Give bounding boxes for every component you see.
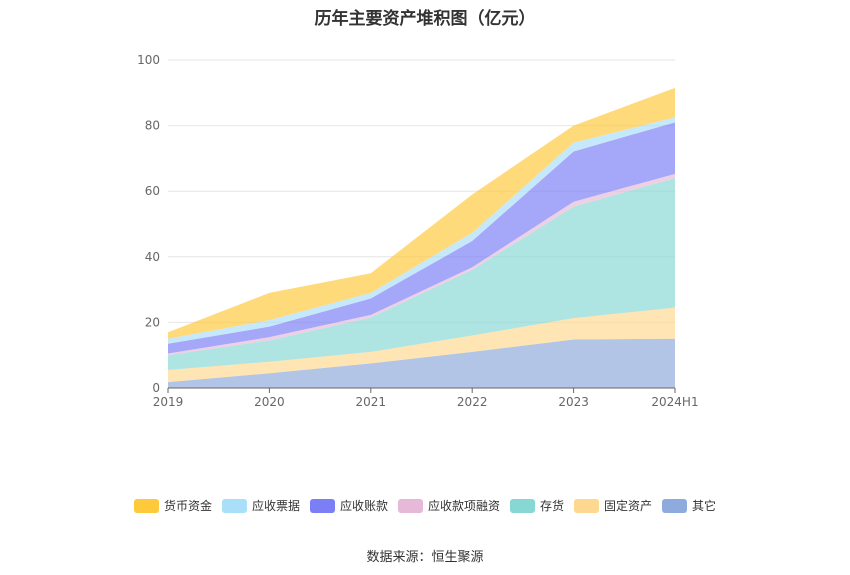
legend-swatch [397,498,423,513]
legend: 货币资金 应收票据 应收账款 应收款项融资 存货 固定资产 其它 [0,497,850,514]
area-series-7 [168,87,675,339]
y-tick-label: 0 [152,381,160,395]
legend-label: 其它 [692,499,717,513]
legend-swatch [221,498,247,513]
legend-label: 应收账款 [339,499,388,513]
x-tick-label: 2021 [356,395,387,409]
area-series-5 [168,122,675,354]
legend-item[interactable]: 货币资金 [133,497,212,514]
legend-item[interactable]: 应收账款 [309,497,388,514]
legend-swatch [133,498,159,513]
data-source: 数据来源：恒生聚源 [366,550,484,565]
legend-item[interactable]: 应收款项融资 [397,497,500,514]
area-series-2 [168,307,675,383]
area-series-4 [168,173,675,356]
legend-item[interactable]: 其它 [662,497,716,514]
stacked-area-chart: 0 20 40 60 80 100 2019 2020 2021 2022 2023 2024H1 [137,53,699,409]
y-tick-label: 80 [145,119,160,133]
legend-swatch [309,498,335,513]
area-series-1 [168,338,675,388]
legend-item[interactable]: 应收票据 [221,497,300,514]
area-series [168,87,675,388]
legend-label: 固定资产 [604,499,653,513]
x-tick-label: 2022 [457,395,488,409]
legend-label: 货币资金 [163,499,212,513]
chart-title: 历年主要资产堆积图（亿元） [314,9,536,29]
x-tick-label: 2020 [254,395,285,409]
legend-item[interactable]: 存货 [510,497,564,514]
legend-label: 应收票据 [251,499,300,513]
legend-label: 应收款项融资 [427,499,500,513]
legend-label: 存货 [540,499,565,513]
legend-swatch [510,498,535,513]
legend-item[interactable]: 固定资产 [574,497,652,514]
y-tick-label: 40 [145,250,160,264]
area-series-3 [168,178,675,370]
x-tick-label: 2019 [153,395,184,409]
x-tick-label: 2024H1 [651,395,698,409]
legend-swatch [574,498,600,513]
y-tick-label: 20 [145,315,160,329]
axes: 0 20 40 60 80 100 2019 2020 2021 2022 2023 2024H1 [137,53,699,409]
x-tick-label: 2023 [558,395,589,409]
y-tick-label: 60 [145,184,160,198]
legend-swatch [662,498,688,513]
y-tick-label: 100 [137,53,160,67]
